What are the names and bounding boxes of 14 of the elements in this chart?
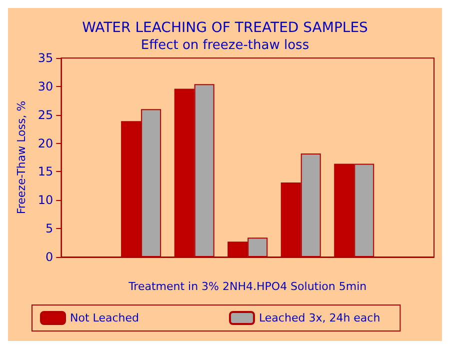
- legend-label: Leached 3x, 24h each: [258, 312, 380, 324]
- legend-label: Not Leached: [70, 312, 139, 324]
- y-axis-title: Freeze-Thaw Loss, %: [15, 100, 28, 214]
- y-tick-label: 0: [46, 250, 54, 264]
- y-tick-label: 20: [38, 136, 54, 150]
- y-tick-label: 25: [38, 108, 54, 122]
- x-axis-title: Treatment in 3% 2NH4.HPO4 Solution 5min: [128, 280, 367, 293]
- y-tick-label: 15: [38, 164, 54, 179]
- chart-subtitle: Effect on freeze-thaw loss: [140, 38, 310, 53]
- y-tick-label: 30: [38, 79, 54, 94]
- y-tick-label: 35: [38, 51, 54, 65]
- chart-title: WATER LEACHING OF TREATED SAMPLES: [82, 20, 368, 36]
- y-tick-label: 5: [46, 222, 54, 236]
- y-tick-label: 10: [38, 193, 54, 208]
